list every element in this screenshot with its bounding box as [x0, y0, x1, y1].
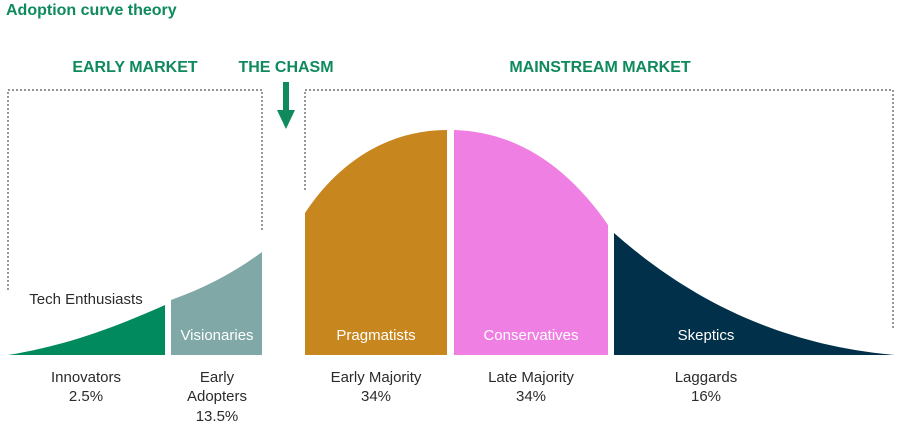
segment-share: 2.5% — [69, 388, 103, 405]
chasm-arrow — [277, 82, 295, 129]
segment-share: 16% — [691, 388, 721, 405]
mainstream-market-bracket — [304, 89, 894, 330]
late-majority-area — [454, 130, 608, 355]
segment-label: Conservatives — [483, 327, 578, 344]
early-majority-area — [305, 130, 447, 355]
market-label: EARLY MARKET — [72, 59, 198, 76]
segment-share: 34% — [516, 388, 546, 405]
early-market-bracket — [7, 89, 263, 290]
laggards-area — [614, 233, 895, 355]
segment-share: 34% — [361, 388, 391, 405]
segment-name: Adopters — [187, 388, 247, 405]
early-adopters-area — [171, 252, 262, 355]
segment-name: Late Majority — [488, 369, 574, 386]
segment-label: Skeptics — [678, 327, 735, 344]
innovators-area — [8, 305, 165, 355]
segment-name: Innovators — [51, 369, 121, 386]
segment-label: Visionaries — [180, 327, 253, 344]
segment-label: Tech Enthusiasts — [29, 291, 142, 308]
segment-name: Early Majority — [331, 369, 422, 386]
segment-name: Early — [200, 369, 235, 386]
market-label: MAINSTREAM MARKET — [509, 59, 691, 76]
segment-share: 13.5% — [196, 408, 239, 425]
title: Adoption curve theory — [6, 2, 177, 19]
segment-label: Pragmatists — [336, 327, 415, 344]
segment-name: Laggards — [675, 369, 738, 386]
market-label: THE CHASM — [238, 59, 333, 76]
